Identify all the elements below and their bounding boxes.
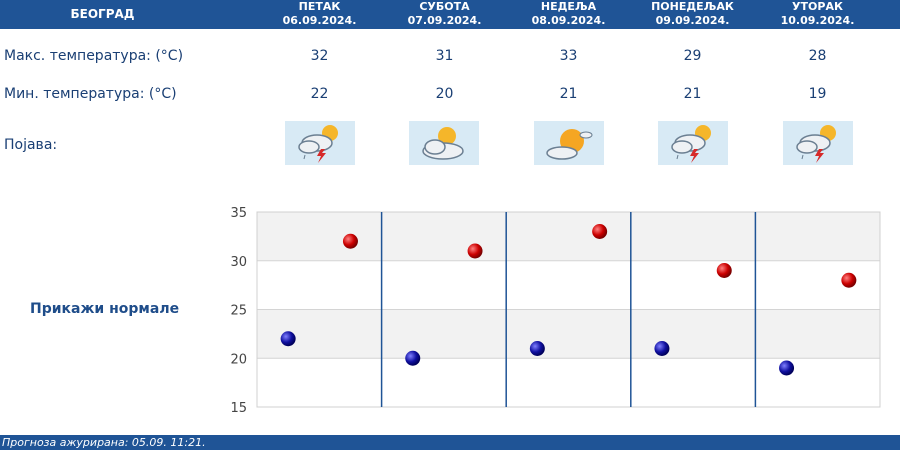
day-name: ПЕТАК (298, 0, 341, 13)
y-tick-label: 15 (230, 401, 247, 416)
max-temp-value-3: 33 (559, 48, 578, 64)
max-temp-label: Макс. температура: (°C) (4, 48, 184, 64)
day-date: 08.09.2024. (531, 14, 606, 27)
partly-cloudy-icon (409, 121, 479, 165)
city-name: БЕОГРАД (70, 7, 135, 21)
min-temp-point (405, 350, 421, 366)
header-bar: БЕОГРАД ПЕТАК 06.09.2024. СУБОТА 07.09.2… (0, 0, 900, 29)
day-date: 09.09.2024. (655, 14, 730, 27)
min-temp-label: Мин. температура: (°C) (4, 86, 177, 102)
day-name: УТОРАК (792, 0, 843, 13)
max-temp-value-2: 31 (435, 48, 454, 64)
y-tick-label: 30 (230, 255, 247, 270)
phenomenon-label: Појава: (4, 137, 58, 153)
storm-sun-icon (285, 121, 355, 165)
day-date: 06.09.2024. (282, 14, 357, 27)
max-temp-point (716, 263, 732, 278)
min-temp-point (654, 341, 670, 356)
day-header-2: СУБОТА 07.09.2024. (382, 0, 507, 29)
day-name: НЕДЕЉА (540, 0, 597, 13)
max-temp-value-5: 28 (808, 48, 827, 64)
min-temp-value-4: 21 (683, 86, 702, 102)
day-header-1: ПЕТАК 06.09.2024. (257, 0, 382, 29)
grid-band (257, 309, 880, 359)
min-temp-value-5: 19 (808, 86, 827, 102)
storm-sun-icon (658, 121, 728, 165)
day-header-5: УТОРАК 10.09.2024. (755, 0, 880, 29)
y-tick-label: 25 (230, 304, 247, 319)
day-name: ПОНЕДЕЉАК (651, 0, 734, 13)
min-temp-point (779, 360, 795, 376)
y-tick-label: 35 (230, 206, 247, 221)
plot-frame (256, 211, 881, 408)
max-temp-point (467, 243, 483, 259)
min-temp-point (280, 331, 296, 347)
day-header-4: ПОНЕДЕЉАК 09.09.2024. (630, 0, 755, 29)
day-date: 10.09.2024. (780, 14, 855, 27)
show-normals-link[interactable]: Прикажи нормале (30, 301, 180, 317)
grid-band (257, 212, 880, 261)
y-tick-label: 20 (230, 352, 247, 367)
footer-bar: Прогноза ажурирана: 05.09. 11:21. (0, 435, 900, 450)
min-temp-value-2: 20 (435, 86, 454, 102)
update-timestamp: Прогноза ажурирана: 05.09. 11:21. (2, 436, 206, 449)
mostly-sunny-icon (534, 121, 604, 165)
day-date: 07.09.2024. (407, 14, 482, 27)
max-temp-point (841, 272, 857, 288)
max-temp-point (592, 224, 608, 239)
max-temp-point (342, 233, 358, 249)
day-name: СУБОТА (419, 0, 470, 13)
day-header-3: НЕДЕЉА 08.09.2024. (506, 0, 631, 29)
min-temp-point (529, 341, 545, 356)
min-temp-value-3: 21 (559, 86, 578, 102)
min-temp-value-1: 22 (310, 86, 329, 102)
max-temp-value-4: 29 (683, 48, 702, 64)
storm-sun-icon (783, 121, 853, 165)
max-temp-value-1: 32 (310, 48, 329, 64)
